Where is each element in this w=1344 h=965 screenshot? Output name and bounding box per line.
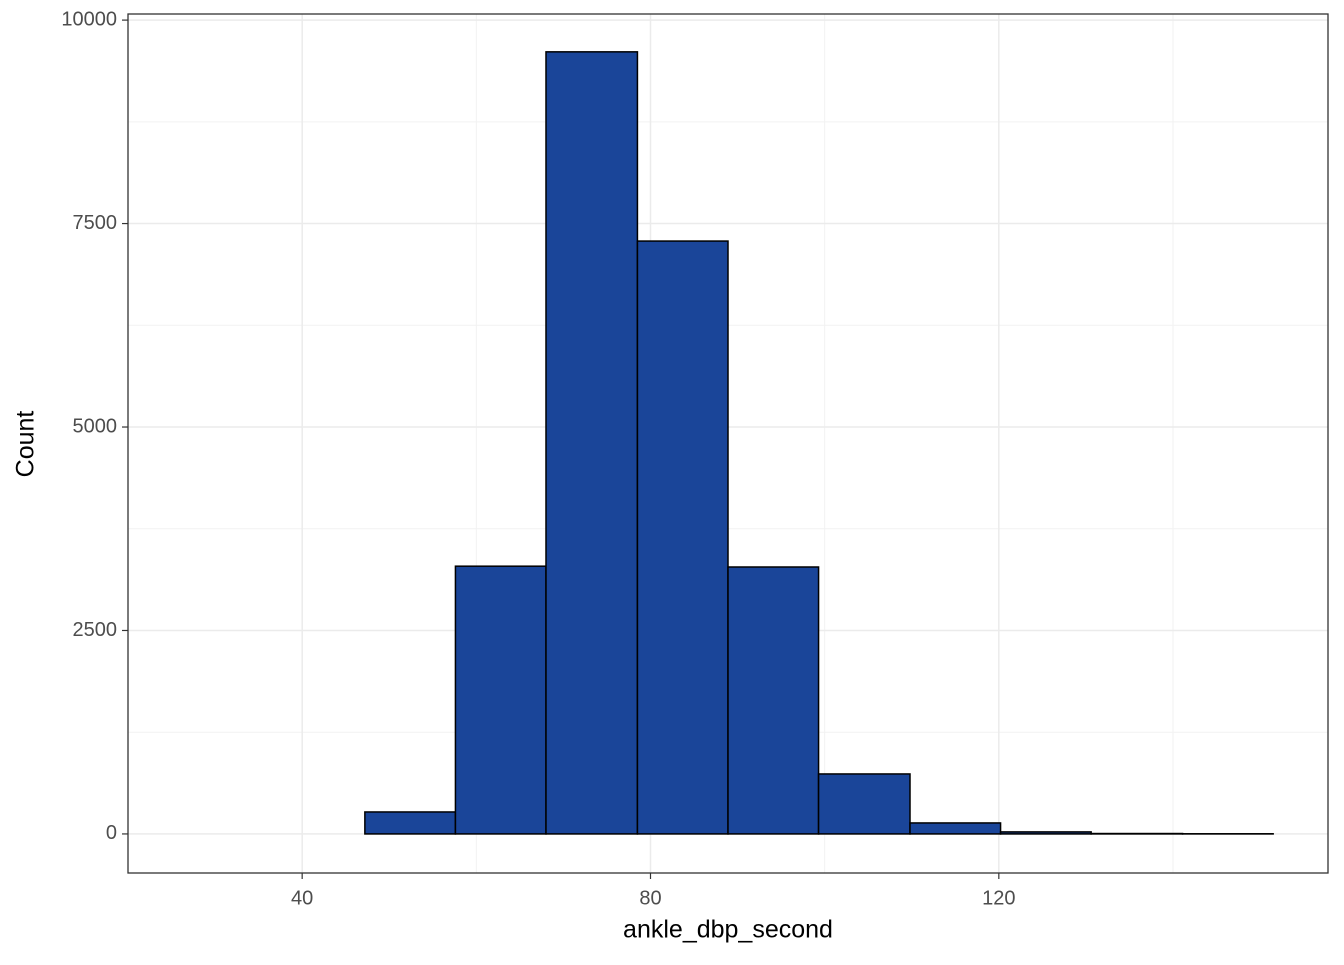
bar <box>455 566 546 834</box>
bar <box>365 812 456 834</box>
y-tick-label: 5000 <box>73 415 118 437</box>
x-tick-label: 40 <box>291 887 313 909</box>
bar <box>819 774 910 834</box>
bar <box>546 52 637 834</box>
x-tick-label: 120 <box>982 887 1015 909</box>
bar <box>1001 832 1092 834</box>
y-tick-label: 10000 <box>61 8 117 30</box>
y-tick-label: 2500 <box>73 619 118 641</box>
x-tick-label: 80 <box>639 887 661 909</box>
y-tick-label: 0 <box>106 822 117 844</box>
bar <box>728 567 819 834</box>
y-tick-label: 7500 <box>73 212 118 234</box>
bar <box>910 823 1001 834</box>
bar <box>637 241 728 834</box>
x-axis-title: ankle_dbp_second <box>623 916 833 944</box>
y-axis-title: Count <box>12 411 40 478</box>
